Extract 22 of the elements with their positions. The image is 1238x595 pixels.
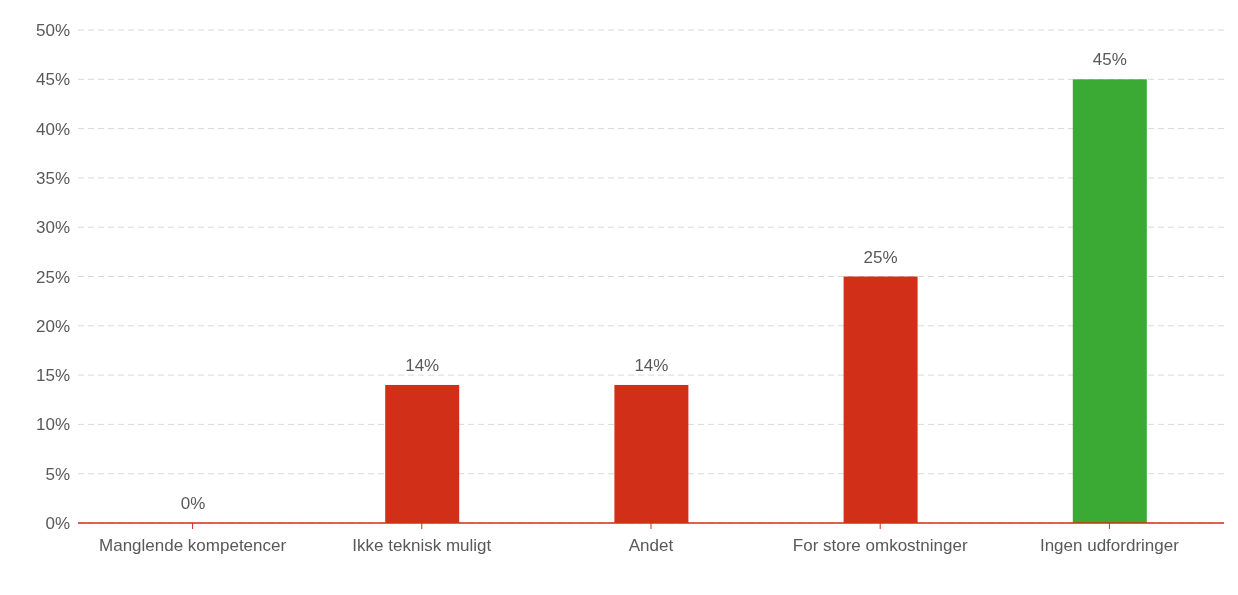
x-tick-label: Ingen udfordringer bbox=[1039, 536, 1180, 556]
x-tick-label: For store omkostninger bbox=[792, 536, 968, 556]
x-tick-label: Andet bbox=[628, 536, 674, 556]
y-tick-label: 25% bbox=[35, 267, 70, 287]
y-tick-label: 10% bbox=[35, 415, 70, 435]
y-tick-label: 50% bbox=[35, 21, 70, 41]
y-tick-label: 0% bbox=[45, 514, 70, 534]
y-tick-label: 5% bbox=[45, 464, 70, 484]
y-tick-label: 40% bbox=[35, 119, 70, 139]
data-label: 45% bbox=[1092, 50, 1127, 70]
x-tick-label: Ikke teknisk muligt bbox=[352, 536, 492, 556]
data-label: 14% bbox=[405, 355, 440, 375]
y-tick-label: 20% bbox=[35, 316, 70, 336]
y-tick-label: 45% bbox=[35, 70, 70, 90]
y-tick-label: 30% bbox=[35, 218, 70, 238]
y-tick-label: 15% bbox=[35, 366, 70, 386]
bar bbox=[1072, 79, 1147, 523]
y-tick-label: 35% bbox=[35, 168, 70, 188]
x-tick-label: Manglende kompetencer bbox=[99, 536, 287, 556]
data-label: 0% bbox=[180, 494, 206, 513]
data-label: 14% bbox=[634, 355, 669, 375]
data-label: 25% bbox=[863, 247, 898, 267]
